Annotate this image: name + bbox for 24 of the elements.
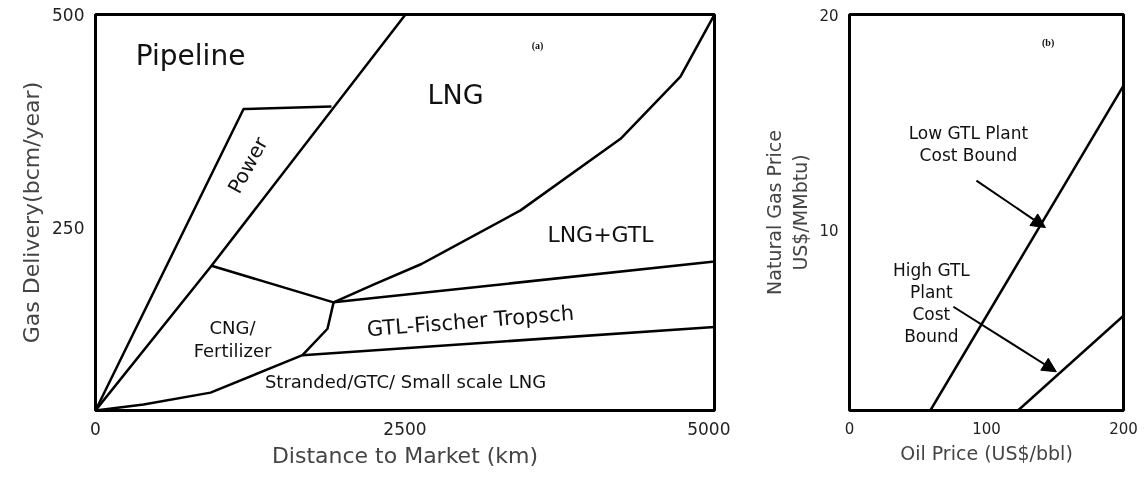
y-tick-label: 20: [819, 6, 839, 25]
x-axis-title: Oil Price (US$/bbl): [900, 441, 1073, 464]
annotation: LNG: [427, 79, 484, 111]
x-tick-label: 100: [972, 419, 1001, 438]
x-axis-title: Distance to Market (km): [271, 442, 539, 468]
y-tick-label: 10: [819, 221, 839, 240]
x-tick-label: 0: [844, 419, 855, 438]
y-tick-label: 500: [52, 5, 85, 25]
x-tick-label: 0: [90, 418, 101, 439]
y-axis-title: Natural Gas Price US$/MMbtu): [763, 130, 812, 295]
annotation: GTL-Fischer Tropsch: [366, 300, 575, 342]
annotation: Stranded/GTC/ Small scale LNG: [264, 371, 547, 393]
annotation: Low GTL Plant Cost Bound: [908, 122, 1029, 165]
annotation: Pipeline: [135, 38, 246, 72]
x-tick-label: 5000: [687, 418, 731, 439]
y-tick-label: 250: [52, 217, 85, 238]
annotation: CNG/ Fertilizer: [193, 316, 273, 362]
annotation: LNG+GTL: [547, 221, 655, 247]
annotation: (a): [531, 39, 544, 52]
annotation: (b): [1042, 36, 1055, 49]
y-axis-title: Gas Delivery(bcm/year): [19, 81, 45, 344]
x-tick-label: 200: [1109, 419, 1138, 438]
annotation: High GTL Plant Cost Bound: [892, 259, 971, 346]
x-tick-label: 2500: [383, 418, 427, 439]
